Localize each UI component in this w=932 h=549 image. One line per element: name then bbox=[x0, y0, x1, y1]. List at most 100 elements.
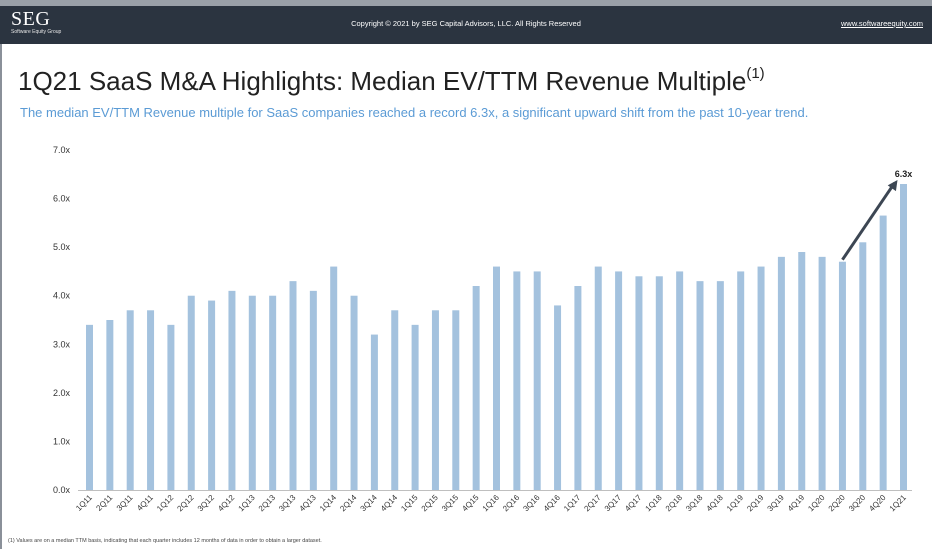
x-tick-label: 2Q20 bbox=[827, 493, 848, 514]
x-tick-label: 4Q19 bbox=[786, 493, 807, 514]
x-tick-label: 3Q17 bbox=[603, 493, 624, 514]
x-tick-label: 3Q12 bbox=[196, 493, 217, 514]
bar bbox=[248, 295, 256, 490]
x-tick-label: 2Q11 bbox=[94, 493, 114, 513]
x-tick-label: 2Q18 bbox=[664, 493, 685, 514]
bar bbox=[798, 252, 806, 490]
title-footnote-marker: (1) bbox=[746, 65, 765, 82]
bar bbox=[309, 290, 317, 490]
x-tick-label: 3Q11 bbox=[115, 493, 135, 513]
seg-logo: SEG Software Equity Group bbox=[11, 9, 61, 35]
bar bbox=[900, 184, 907, 490]
bar bbox=[126, 310, 134, 490]
page-subtitle: The median EV/TTM Revenue multiple for S… bbox=[20, 105, 809, 120]
bar bbox=[330, 266, 338, 490]
bar bbox=[167, 324, 175, 490]
bar bbox=[228, 290, 236, 490]
bar bbox=[777, 256, 785, 490]
y-tick-label: 1.0x bbox=[53, 436, 71, 446]
y-tick-label: 0.0x bbox=[53, 485, 71, 495]
bar bbox=[574, 286, 582, 490]
y-tick-label: 5.0x bbox=[53, 242, 71, 252]
y-tick-label: 4.0x bbox=[53, 291, 71, 301]
x-tick-label: 2Q17 bbox=[582, 493, 603, 514]
record-value-label: 6.3x bbox=[895, 169, 913, 179]
bar bbox=[208, 300, 216, 490]
bar bbox=[757, 266, 765, 490]
bar bbox=[391, 310, 399, 490]
x-tick-label: 2Q13 bbox=[257, 493, 278, 514]
bar bbox=[269, 295, 277, 490]
x-tick-label: 3Q14 bbox=[359, 493, 380, 514]
x-tick-label: 4Q17 bbox=[623, 493, 644, 514]
x-tick-label: 1Q14 bbox=[318, 493, 339, 514]
page-title: 1Q21 SaaS M&A Highlights: Median EV/TTM … bbox=[18, 65, 765, 97]
x-tick-label: 4Q13 bbox=[298, 493, 319, 514]
bar bbox=[431, 310, 439, 490]
copyright-text: Copyright © 2021 by SEG Capital Advisors… bbox=[351, 19, 581, 28]
bar bbox=[350, 295, 358, 490]
left-border bbox=[0, 44, 2, 549]
bar bbox=[737, 271, 745, 490]
bar bbox=[187, 295, 195, 490]
bar bbox=[86, 324, 93, 490]
bar bbox=[716, 281, 724, 490]
x-tick-label: 3Q20 bbox=[847, 493, 868, 514]
bar-chart: 0.0x 1.0x 2.0x 3.0x 4.0x 5.0x 6.0x 7.0x 1Q11 2Q11… bbox=[53, 145, 913, 514]
x-tick-label: 4Q18 bbox=[705, 493, 726, 514]
bar bbox=[635, 276, 643, 490]
bar bbox=[472, 286, 480, 490]
bar bbox=[533, 271, 541, 490]
title-text: 1Q21 SaaS M&A Highlights: Median EV/TTM … bbox=[18, 66, 747, 96]
bar bbox=[411, 324, 419, 490]
x-tick-label: 2Q15 bbox=[420, 493, 441, 514]
x-tick-label: 3Q16 bbox=[521, 493, 542, 514]
x-tick-label: 4Q12 bbox=[216, 493, 237, 514]
y-tick-label: 7.0x bbox=[53, 145, 71, 155]
x-tick-label: 3Q18 bbox=[684, 493, 705, 514]
trend-arrow-line bbox=[841, 182, 896, 261]
x-tick-label: 1Q19 bbox=[725, 493, 746, 514]
bar bbox=[513, 271, 521, 490]
top-accent-bar bbox=[0, 0, 932, 6]
bar bbox=[554, 305, 562, 490]
logo-main-text: SEG bbox=[11, 8, 51, 30]
bar bbox=[615, 271, 623, 490]
x-tick-label: 1Q12 bbox=[155, 493, 176, 514]
x-tick-label: 1Q16 bbox=[481, 493, 502, 514]
bar bbox=[147, 310, 155, 490]
bar bbox=[655, 276, 663, 490]
bar bbox=[594, 266, 602, 490]
bar bbox=[676, 271, 684, 490]
x-tick-label: 4Q20 bbox=[867, 493, 888, 514]
x-tick-label: 4Q14 bbox=[379, 493, 400, 514]
x-tick-label: 4Q11 bbox=[135, 493, 155, 513]
x-tick-label: 1Q13 bbox=[237, 493, 258, 514]
bar bbox=[452, 310, 460, 490]
y-tick-label: 3.0x bbox=[53, 339, 71, 349]
header-bar: SEG Software Equity Group Copyright © 20… bbox=[0, 6, 932, 44]
x-tick-label: 4Q15 bbox=[460, 493, 481, 514]
trend-arrow-head bbox=[887, 180, 898, 192]
x-tick-label: 3Q13 bbox=[277, 493, 298, 514]
x-tick-label: 2Q12 bbox=[175, 493, 196, 514]
bar bbox=[818, 256, 826, 490]
x-tick-label: 2Q16 bbox=[501, 493, 522, 514]
x-tick-label: 1Q15 bbox=[399, 493, 420, 514]
x-tick-label: 3Q15 bbox=[440, 493, 461, 514]
x-tick-label: 1Q11 bbox=[74, 493, 94, 513]
bar bbox=[879, 215, 887, 491]
bar bbox=[859, 242, 867, 490]
x-tick-label: 1Q20 bbox=[806, 493, 827, 514]
bar bbox=[696, 281, 704, 490]
x-tick-label: 3Q19 bbox=[766, 493, 787, 514]
y-tick-label: 2.0x bbox=[53, 388, 71, 398]
bar bbox=[493, 266, 500, 490]
logo-sub-text: Software Equity Group bbox=[11, 29, 62, 35]
website-link[interactable]: www.softwareequity.com bbox=[841, 19, 923, 28]
x-tick-label: 1Q21 bbox=[888, 493, 909, 514]
bar bbox=[838, 261, 846, 490]
x-tick-label: 2Q19 bbox=[745, 493, 766, 514]
x-tick-label: 4Q16 bbox=[542, 493, 563, 514]
bar bbox=[370, 334, 378, 490]
